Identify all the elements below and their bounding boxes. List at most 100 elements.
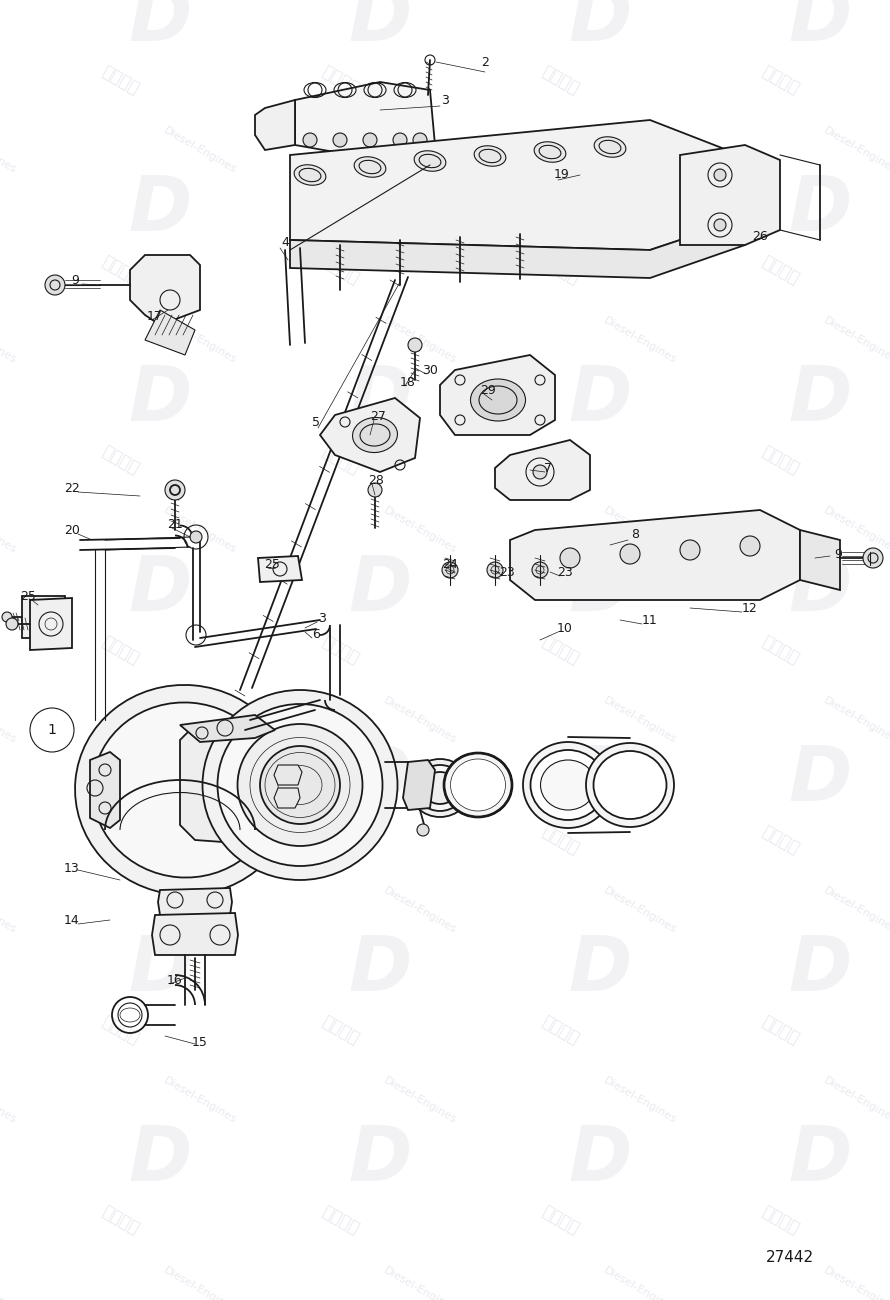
Circle shape <box>190 530 202 543</box>
Text: Diesel-Engines: Diesel-Engines <box>382 1075 458 1124</box>
Text: 紫发动力: 紫发动力 <box>538 822 582 858</box>
Circle shape <box>620 543 640 564</box>
Text: 28: 28 <box>368 473 384 486</box>
Ellipse shape <box>523 742 613 828</box>
Text: D: D <box>569 173 632 247</box>
Text: 7: 7 <box>544 462 552 474</box>
Text: 14: 14 <box>64 914 80 927</box>
Ellipse shape <box>415 764 465 811</box>
Circle shape <box>442 562 458 578</box>
Ellipse shape <box>540 760 595 810</box>
Polygon shape <box>145 309 195 355</box>
Circle shape <box>413 133 427 147</box>
Text: D: D <box>569 933 632 1008</box>
Text: 紫发动力: 紫发动力 <box>538 1013 582 1048</box>
Text: Diesel-Engines: Diesel-Engines <box>162 506 239 555</box>
Text: Diesel-Engines: Diesel-Engines <box>382 1265 458 1300</box>
Text: Diesel-Engines: Diesel-Engines <box>602 885 678 935</box>
Text: 8: 8 <box>631 528 639 541</box>
Ellipse shape <box>414 151 446 172</box>
Ellipse shape <box>530 750 605 820</box>
Circle shape <box>863 549 883 568</box>
Text: 紫发动力: 紫发动力 <box>98 1202 142 1238</box>
Circle shape <box>6 618 18 630</box>
Text: D: D <box>348 744 412 816</box>
Ellipse shape <box>409 759 471 816</box>
Text: 23: 23 <box>499 567 515 580</box>
Text: D: D <box>569 363 632 437</box>
Circle shape <box>303 133 317 147</box>
Text: Diesel-Engines: Diesel-Engines <box>821 885 890 935</box>
Polygon shape <box>180 715 275 742</box>
Text: D: D <box>348 933 412 1008</box>
Text: D: D <box>128 552 191 627</box>
Circle shape <box>533 465 547 478</box>
Text: 17: 17 <box>147 309 163 322</box>
Text: Diesel-Engines: Diesel-Engines <box>602 1075 678 1124</box>
Text: Diesel-Engines: Diesel-Engines <box>821 125 890 176</box>
Text: D: D <box>348 552 412 627</box>
Text: 29: 29 <box>480 384 496 396</box>
Polygon shape <box>90 751 120 828</box>
Text: D: D <box>789 552 852 627</box>
Text: 1: 1 <box>47 723 56 737</box>
Text: Diesel-Engines: Diesel-Engines <box>821 506 890 555</box>
Text: D: D <box>348 363 412 437</box>
Text: 11: 11 <box>642 614 658 627</box>
Text: Diesel-Engines: Diesel-Engines <box>162 1075 239 1124</box>
Circle shape <box>333 133 347 147</box>
Text: Diesel-Engines: Diesel-Engines <box>162 1265 239 1300</box>
Text: 紫发动力: 紫发动力 <box>758 62 802 98</box>
Circle shape <box>417 824 429 836</box>
Ellipse shape <box>295 165 326 185</box>
Text: 紫发动力: 紫发动力 <box>319 442 362 478</box>
Text: 紫发动力: 紫发动力 <box>319 62 362 98</box>
Text: D: D <box>128 744 191 816</box>
Polygon shape <box>320 398 420 472</box>
Text: Diesel-Engines: Diesel-Engines <box>602 1265 678 1300</box>
Text: D: D <box>128 0 191 57</box>
Text: 21: 21 <box>167 519 182 532</box>
Text: Diesel-Engines: Diesel-Engines <box>821 315 890 365</box>
Ellipse shape <box>594 751 667 819</box>
Text: 紫发动力: 紫发动力 <box>98 822 142 858</box>
Text: Diesel-Engines: Diesel-Engines <box>162 125 239 176</box>
Text: 紫发动力: 紫发动力 <box>538 632 582 668</box>
Text: 3: 3 <box>441 94 449 107</box>
Text: 24: 24 <box>442 558 457 571</box>
Text: Diesel-Engines: Diesel-Engines <box>382 315 458 365</box>
Ellipse shape <box>352 417 398 452</box>
Text: 紫发动力: 紫发动力 <box>319 632 362 668</box>
Ellipse shape <box>203 690 398 880</box>
Text: Diesel-Engines: Diesel-Engines <box>0 696 18 745</box>
Circle shape <box>2 612 12 621</box>
Text: 2: 2 <box>481 56 489 69</box>
Text: Diesel-Engines: Diesel-Engines <box>0 315 18 365</box>
Text: D: D <box>569 0 632 57</box>
Text: 紫发动力: 紫发动力 <box>758 442 802 478</box>
Text: D: D <box>128 1123 191 1197</box>
Text: 紫发动力: 紫发动力 <box>98 62 142 98</box>
Text: 紫发动力: 紫发动力 <box>538 1202 582 1238</box>
Ellipse shape <box>595 136 626 157</box>
Polygon shape <box>30 598 72 650</box>
Text: 13: 13 <box>64 862 80 875</box>
Text: 26: 26 <box>752 230 768 243</box>
Text: 紫发动力: 紫发动力 <box>758 822 802 858</box>
Text: 27442: 27442 <box>766 1251 814 1265</box>
Text: Diesel-Engines: Diesel-Engines <box>821 1265 890 1300</box>
Polygon shape <box>440 355 555 436</box>
Polygon shape <box>22 595 65 638</box>
Ellipse shape <box>422 772 458 803</box>
Ellipse shape <box>93 702 278 878</box>
Text: D: D <box>348 0 412 57</box>
Text: 紫发动力: 紫发动力 <box>98 632 142 668</box>
Text: D: D <box>569 744 632 816</box>
Circle shape <box>714 169 726 181</box>
Text: Diesel-Engines: Diesel-Engines <box>0 506 18 555</box>
Ellipse shape <box>450 759 506 811</box>
Text: 6: 6 <box>312 628 320 641</box>
Text: 25: 25 <box>20 589 36 602</box>
Text: Diesel-Engines: Diesel-Engines <box>382 125 458 176</box>
Circle shape <box>740 536 760 556</box>
